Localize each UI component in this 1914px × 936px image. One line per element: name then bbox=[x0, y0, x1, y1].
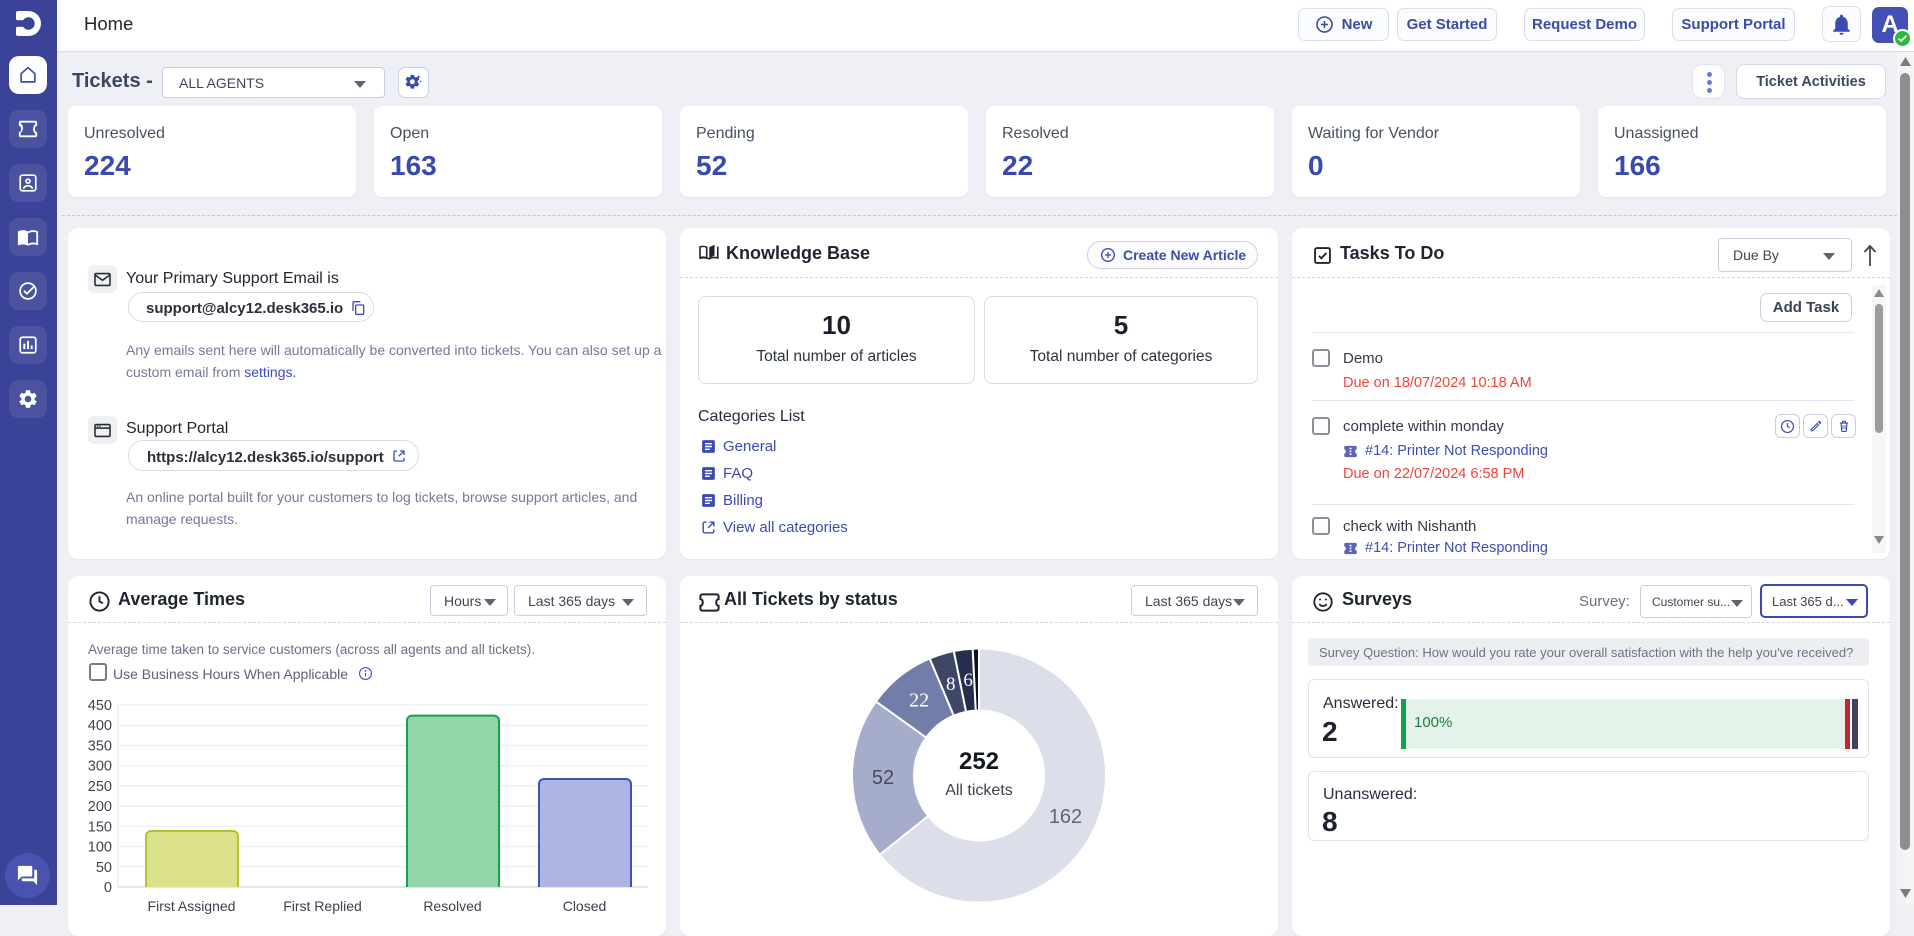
svg-text:50: 50 bbox=[96, 860, 112, 876]
svg-text:400: 400 bbox=[88, 718, 112, 734]
svg-text:0: 0 bbox=[104, 880, 112, 896]
svg-text:200: 200 bbox=[88, 799, 112, 815]
svg-text:52: 52 bbox=[872, 767, 894, 789]
svg-text:Resolved: Resolved bbox=[423, 898, 481, 914]
svg-text:150: 150 bbox=[88, 819, 112, 835]
svg-text:All tickets: All tickets bbox=[945, 782, 1013, 799]
svg-text:22: 22 bbox=[909, 689, 929, 711]
svg-text:350: 350 bbox=[88, 738, 112, 754]
svg-text:100: 100 bbox=[88, 840, 112, 856]
svg-text:250: 250 bbox=[88, 779, 112, 795]
svg-text:8: 8 bbox=[946, 674, 956, 695]
svg-text:252: 252 bbox=[959, 748, 999, 775]
svg-text:Closed: Closed bbox=[563, 898, 607, 914]
svg-text:First Replied: First Replied bbox=[283, 898, 362, 914]
svg-text:300: 300 bbox=[88, 759, 112, 775]
svg-text:450: 450 bbox=[88, 698, 112, 714]
svg-text:First Assigned: First Assigned bbox=[148, 898, 236, 914]
svg-text:162: 162 bbox=[1049, 806, 1082, 828]
svg-text:6: 6 bbox=[963, 670, 973, 691]
